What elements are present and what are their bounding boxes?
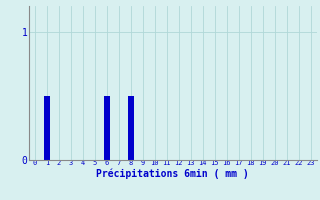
X-axis label: Précipitations 6min ( mm ): Précipitations 6min ( mm )	[96, 169, 249, 179]
Bar	[104, 96, 110, 160]
Bar	[44, 96, 50, 160]
Bar	[128, 96, 134, 160]
